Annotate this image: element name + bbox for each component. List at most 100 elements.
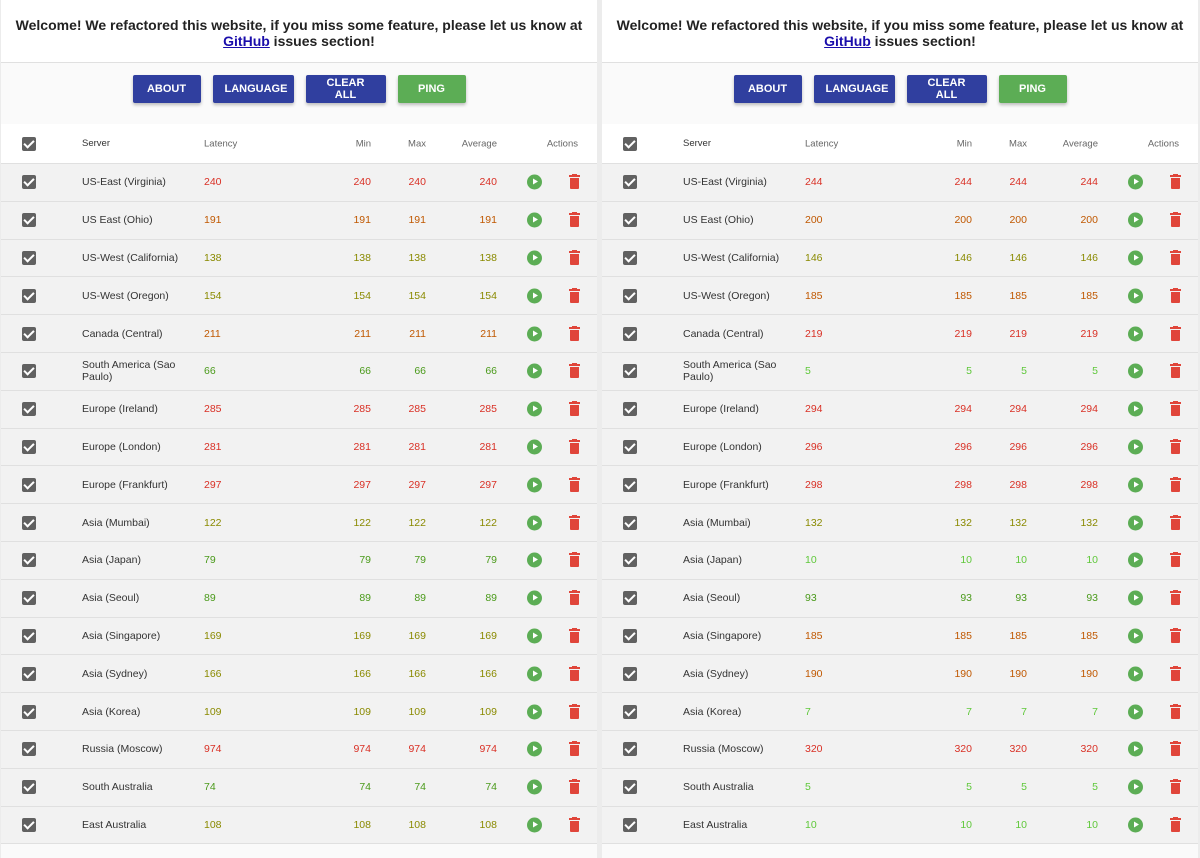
trash-icon[interactable]	[569, 741, 580, 757]
github-link[interactable]: GitHub	[824, 33, 871, 49]
trash-icon[interactable]	[569, 552, 580, 568]
trash-icon[interactable]	[569, 816, 580, 832]
trash-icon[interactable]	[1170, 401, 1181, 417]
trash-icon[interactable]	[1170, 816, 1181, 832]
trash-icon[interactable]	[1170, 438, 1181, 454]
play-circle-icon[interactable]	[1128, 666, 1143, 682]
play-circle-icon[interactable]	[1128, 515, 1143, 531]
row-checkbox-icon[interactable]	[623, 250, 637, 265]
trash-icon[interactable]	[1170, 174, 1181, 190]
column-header-max[interactable]: Max	[408, 138, 426, 149]
clear-all-button[interactable]: CLEAR ALL	[305, 75, 386, 103]
play-circle-icon[interactable]	[527, 590, 542, 606]
play-circle-icon[interactable]	[1128, 288, 1143, 304]
select-all-checkbox-icon[interactable]	[22, 136, 36, 151]
row-checkbox-icon[interactable]	[22, 666, 36, 681]
row-checkbox-icon[interactable]	[623, 817, 637, 832]
play-circle-icon[interactable]	[527, 741, 542, 757]
trash-icon[interactable]	[1170, 741, 1181, 757]
play-circle-icon[interactable]	[1128, 817, 1143, 833]
play-circle-icon[interactable]	[527, 515, 542, 531]
row-checkbox-icon[interactable]	[623, 175, 637, 190]
trash-icon[interactable]	[569, 212, 580, 228]
play-circle-icon[interactable]	[527, 817, 542, 833]
play-circle-icon[interactable]	[1128, 590, 1143, 606]
row-checkbox-icon[interactable]	[22, 742, 36, 757]
row-checkbox-icon[interactable]	[623, 288, 637, 303]
row-checkbox-icon[interactable]	[22, 515, 36, 530]
play-circle-icon[interactable]	[1128, 704, 1143, 720]
row-checkbox-icon[interactable]	[623, 326, 637, 341]
play-circle-icon[interactable]	[527, 250, 542, 266]
trash-icon[interactable]	[569, 174, 580, 190]
row-checkbox-icon[interactable]	[22, 288, 36, 303]
play-circle-icon[interactable]	[527, 779, 542, 795]
play-circle-icon[interactable]	[527, 552, 542, 568]
play-circle-icon[interactable]	[1128, 401, 1143, 417]
row-checkbox-icon[interactable]	[623, 742, 637, 757]
row-checkbox-icon[interactable]	[22, 250, 36, 265]
play-circle-icon[interactable]	[527, 477, 542, 493]
trash-icon[interactable]	[569, 590, 580, 606]
trash-icon[interactable]	[569, 438, 580, 454]
play-circle-icon[interactable]	[1128, 477, 1143, 493]
column-header-server[interactable]: Server	[683, 137, 711, 149]
trash-icon[interactable]	[1170, 590, 1181, 606]
trash-icon[interactable]	[1170, 665, 1181, 681]
play-circle-icon[interactable]	[1128, 174, 1143, 190]
row-checkbox-icon[interactable]	[22, 364, 36, 379]
play-circle-icon[interactable]	[1128, 779, 1143, 795]
row-checkbox-icon[interactable]	[22, 439, 36, 454]
row-checkbox-icon[interactable]	[623, 213, 637, 228]
trash-icon[interactable]	[569, 325, 580, 341]
trash-icon[interactable]	[1170, 552, 1181, 568]
play-circle-icon[interactable]	[527, 666, 542, 682]
about-button[interactable]: ABOUT	[132, 75, 201, 103]
play-circle-icon[interactable]	[1128, 363, 1143, 379]
trash-icon[interactable]	[569, 627, 580, 643]
row-checkbox-icon[interactable]	[22, 175, 36, 190]
play-circle-icon[interactable]	[527, 174, 542, 190]
row-checkbox-icon[interactable]	[22, 553, 36, 568]
trash-icon[interactable]	[1170, 779, 1181, 795]
column-header-latency[interactable]: Latency	[204, 138, 238, 149]
play-circle-icon[interactable]	[527, 628, 542, 644]
play-circle-icon[interactable]	[1128, 326, 1143, 342]
trash-icon[interactable]	[1170, 627, 1181, 643]
play-circle-icon[interactable]	[527, 212, 542, 228]
trash-icon[interactable]	[1170, 249, 1181, 265]
column-header-average[interactable]: Average	[461, 138, 497, 149]
trash-icon[interactable]	[1170, 363, 1181, 379]
row-checkbox-icon[interactable]	[22, 477, 36, 492]
row-checkbox-icon[interactable]	[22, 704, 36, 719]
row-checkbox-icon[interactable]	[623, 477, 637, 492]
play-circle-icon[interactable]	[527, 363, 542, 379]
row-checkbox-icon[interactable]	[22, 213, 36, 228]
play-circle-icon[interactable]	[1128, 439, 1143, 455]
row-checkbox-icon[interactable]	[623, 780, 637, 795]
language-button[interactable]: LANGUAGE	[212, 75, 294, 103]
play-circle-icon[interactable]	[1128, 741, 1143, 757]
row-checkbox-icon[interactable]	[623, 666, 637, 681]
play-circle-icon[interactable]	[1128, 552, 1143, 568]
row-checkbox-icon[interactable]	[22, 780, 36, 795]
column-header-min[interactable]: Min	[355, 138, 371, 149]
trash-icon[interactable]	[1170, 287, 1181, 303]
trash-icon[interactable]	[569, 249, 580, 265]
row-checkbox-icon[interactable]	[623, 402, 637, 417]
play-circle-icon[interactable]	[527, 401, 542, 417]
play-circle-icon[interactable]	[1128, 212, 1143, 228]
row-checkbox-icon[interactable]	[623, 515, 637, 530]
play-circle-icon[interactable]	[1128, 250, 1143, 266]
about-button[interactable]: ABOUT	[733, 75, 802, 103]
trash-icon[interactable]	[569, 363, 580, 379]
play-circle-icon[interactable]	[1128, 628, 1143, 644]
github-link[interactable]: GitHub	[223, 33, 270, 49]
column-header-min[interactable]: Min	[956, 138, 972, 149]
row-checkbox-icon[interactable]	[22, 591, 36, 606]
row-checkbox-icon[interactable]	[22, 628, 36, 643]
trash-icon[interactable]	[1170, 514, 1181, 530]
ping-button[interactable]: PING	[397, 75, 466, 103]
language-button[interactable]: LANGUAGE	[813, 75, 895, 103]
column-header-average[interactable]: Average	[1062, 138, 1098, 149]
